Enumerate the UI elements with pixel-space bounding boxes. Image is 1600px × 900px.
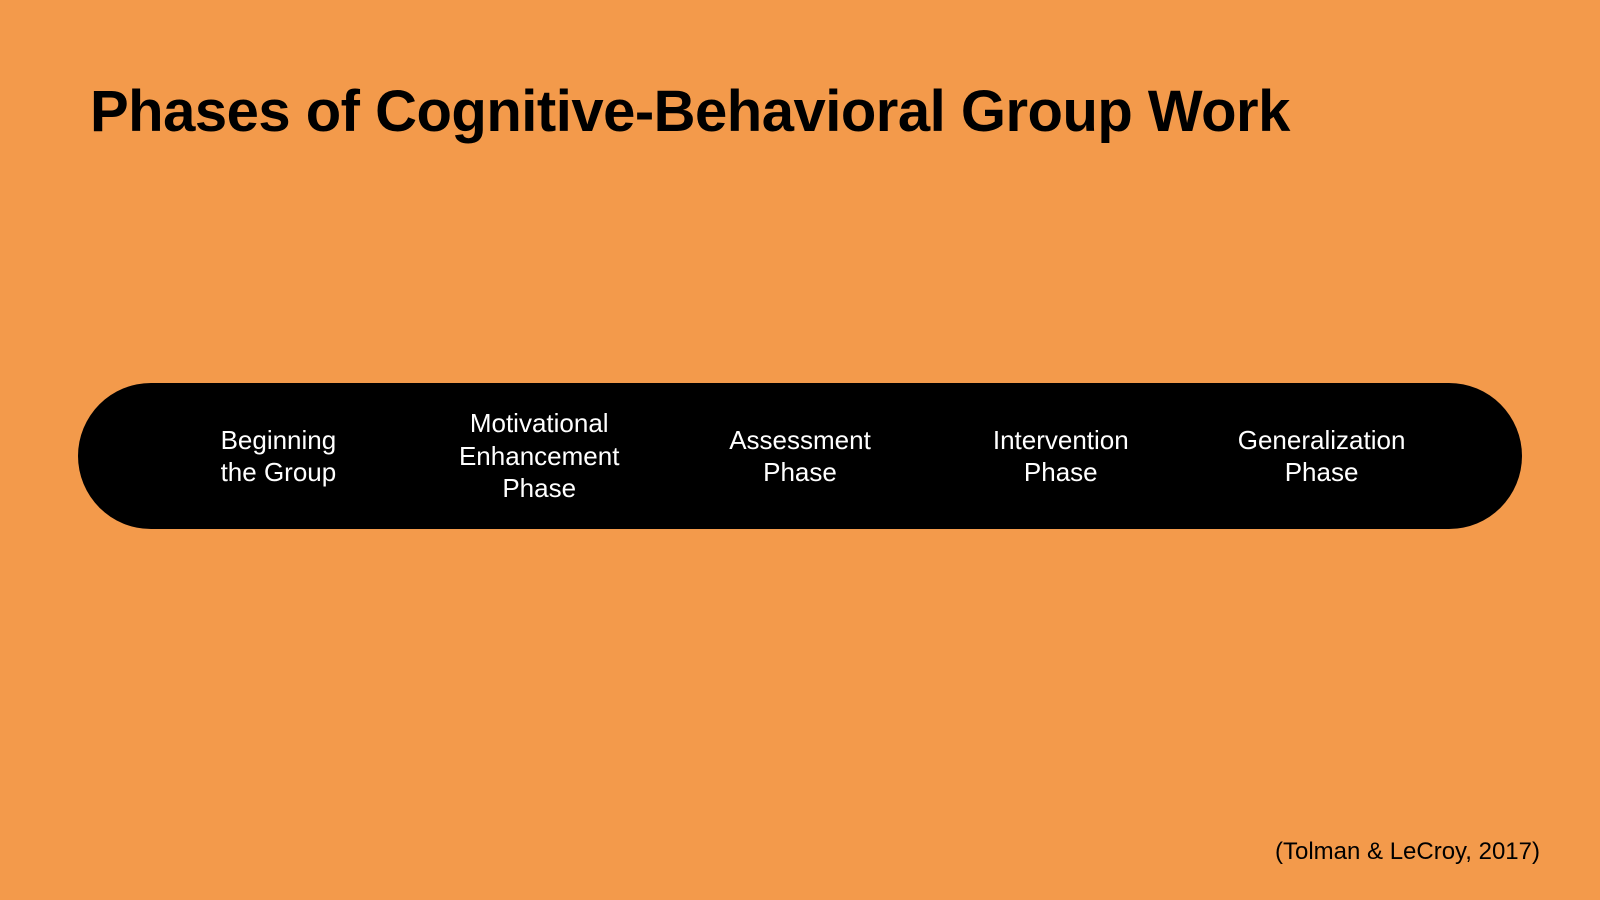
citation-text: (Tolman & LeCroy, 2017) xyxy=(1275,838,1540,866)
phase-item: Generalization Phase xyxy=(1191,424,1452,489)
phase-item: Assessment Phase xyxy=(670,424,931,489)
phase-item: Intervention Phase xyxy=(930,424,1191,489)
slide-container: Phases of Cognitive-Behavioral Group Wor… xyxy=(0,0,1600,900)
phase-item: Motivational Enhancement Phase xyxy=(409,407,670,505)
slide-title: Phases of Cognitive-Behavioral Group Wor… xyxy=(90,78,1290,145)
phase-item: Beginning the Group xyxy=(148,424,409,489)
phases-pill: Beginning the Group Motivational Enhance… xyxy=(78,383,1522,529)
